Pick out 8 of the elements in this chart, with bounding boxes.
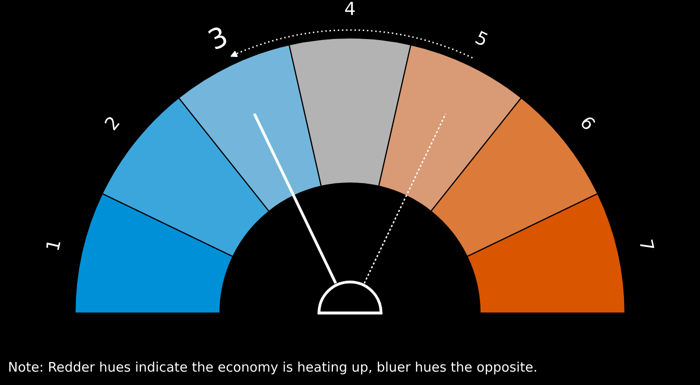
slice-label: 5 — [474, 30, 488, 46]
text: Note: Redder hues indicate the economy is heating up, bluer hues the opposite. — [9, 362, 536, 374]
slice-label: 6 — [580, 115, 596, 131]
slice-label: 7 — [640, 240, 654, 251]
slice-label: 2 — [104, 116, 120, 130]
slice-label: 3 — [207, 25, 228, 50]
slice-label: 4 — [345, 2, 355, 15]
slice-label: 1 — [46, 240, 60, 250]
